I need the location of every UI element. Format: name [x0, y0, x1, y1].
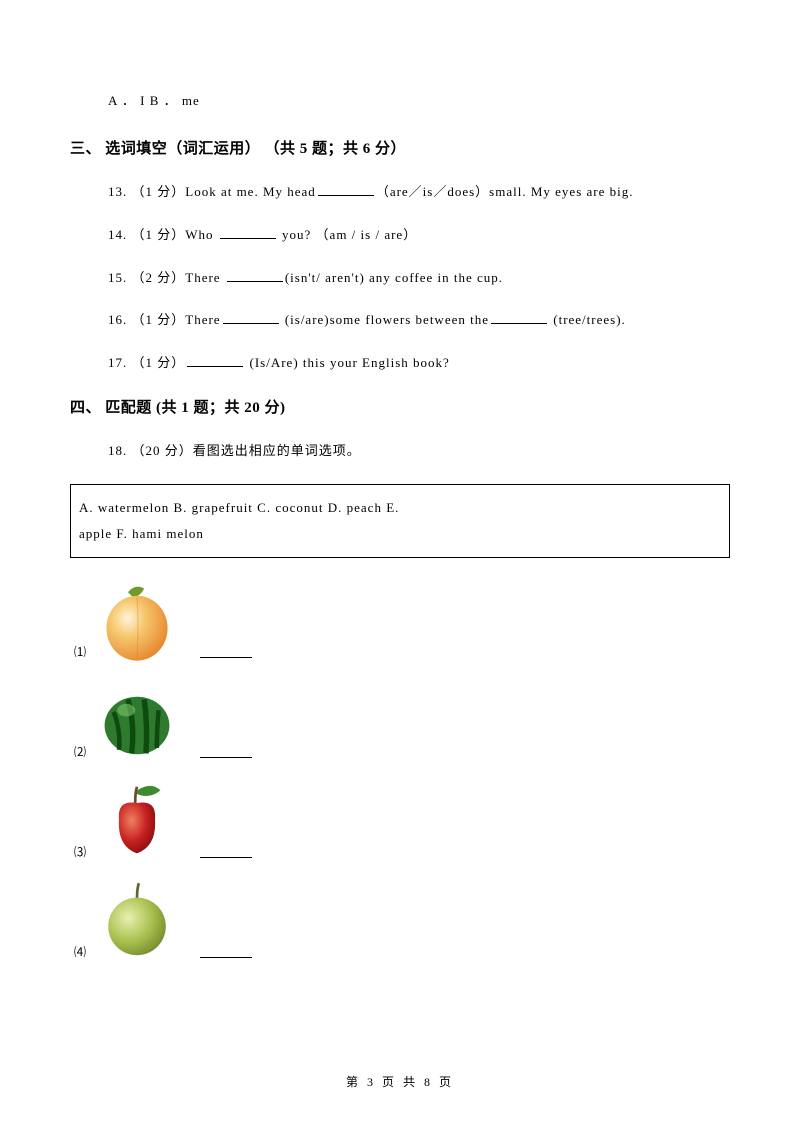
blank[interactable] [223, 312, 279, 324]
watermelon-icon [92, 676, 182, 766]
q16-pre: 16. （1 分）There [108, 312, 221, 327]
q16-post: (tree/trees). [549, 312, 626, 327]
question-13: 13. （1 分）Look at me. My head （are／is／does… [108, 182, 730, 203]
q15-pre: 15. （2 分）There [108, 270, 225, 285]
q17-post: (Is/Are) this your English book? [245, 355, 450, 370]
q14-pre: 14. （1 分）Who [108, 227, 218, 242]
question-15: 15. （2 分）There (isn't/ aren't) any coffe… [108, 268, 730, 289]
answer-blank[interactable] [200, 748, 252, 758]
blank[interactable] [187, 355, 243, 367]
question-18: 18. （20 分）看图选出相应的单词选项。 [108, 441, 730, 462]
match-item-4: ⑷ [74, 876, 730, 966]
match-num: ⑶ [74, 843, 86, 866]
wordbox-line-2: apple F. hami melon [79, 521, 721, 547]
word-box: A. watermelon B. grapefruit C. coconut D… [70, 484, 730, 558]
q15-post: (isn't/ aren't) any coffee in the cup. [285, 270, 503, 285]
match-item-2: ⑵ [74, 676, 730, 766]
section-3-heading: 三、 选词填空（词汇运用） （共 5 题；共 6 分） [70, 137, 730, 158]
match-item-3: ⑶ [74, 776, 730, 866]
section-4-heading: 四、 匹配题 (共 1 题；共 20 分) [70, 396, 730, 417]
q13-pre: 13. （1 分）Look at me. My head [108, 184, 316, 199]
blank[interactable] [318, 184, 374, 196]
blank[interactable] [220, 227, 276, 239]
question-14: 14. （1 分）Who you? （am / is / are） [108, 225, 730, 246]
answer-blank[interactable] [200, 648, 252, 658]
q14-post: you? （am / is / are） [278, 227, 417, 242]
q16-mid: (is/are)some flowers between the [281, 312, 489, 327]
answer-blank[interactable] [200, 948, 252, 958]
page-footer: 第 3 页 共 8 页 [0, 1073, 800, 1090]
apple-green-icon [92, 876, 182, 966]
match-num: ⑴ [74, 643, 86, 666]
apple-red-icon [92, 776, 182, 866]
peach-icon [92, 576, 182, 666]
q17-pre: 17. （1 分） [108, 355, 185, 370]
answer-blank[interactable] [200, 848, 252, 858]
blank[interactable] [491, 312, 547, 324]
question-17: 17. （1 分） (Is/Are) this your English boo… [108, 353, 730, 374]
wordbox-line-1: A. watermelon B. grapefruit C. coconut D… [79, 495, 721, 521]
option-line: A ． I B ． me [108, 90, 730, 109]
match-num: ⑷ [74, 943, 86, 966]
match-num: ⑵ [74, 743, 86, 766]
question-16: 16. （1 分）There (is/are)some flowers betw… [108, 310, 730, 331]
blank[interactable] [227, 270, 283, 282]
match-item-1: ⑴ [74, 576, 730, 666]
q13-post: （are／is／does）small. My eyes are big. [376, 184, 634, 199]
